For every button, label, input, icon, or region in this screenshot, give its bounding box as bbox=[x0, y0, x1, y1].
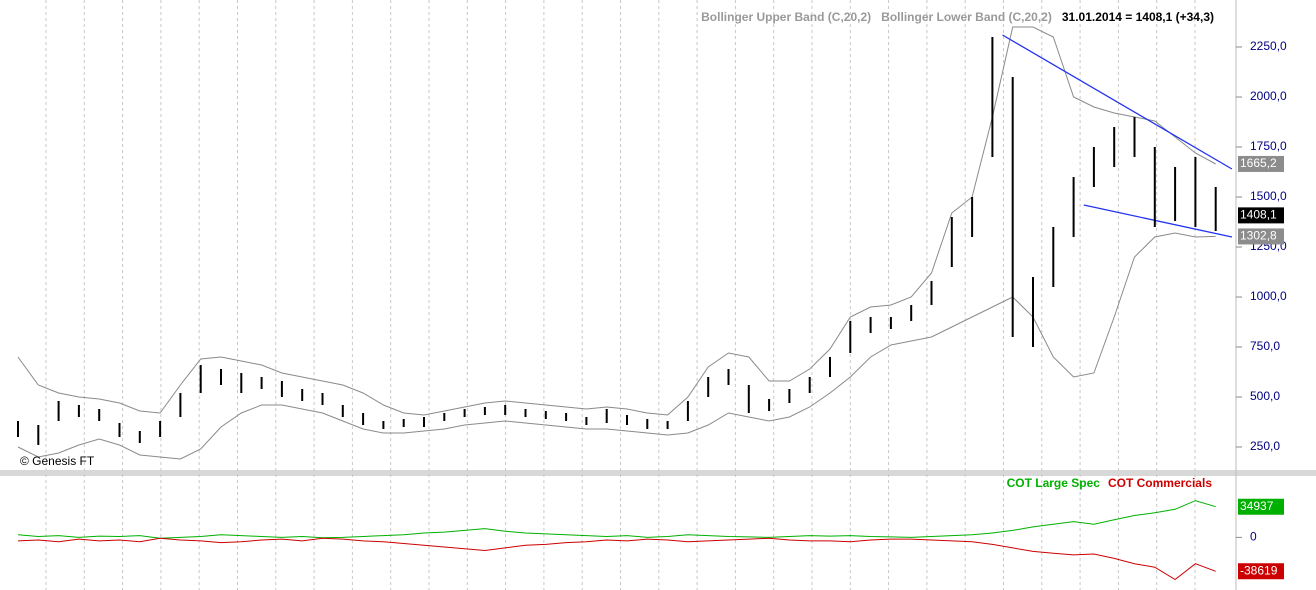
y-tick-label: 1500,0 bbox=[1250, 189, 1287, 203]
cot-last-label-box bbox=[1238, 563, 1284, 580]
y-tick-label: 500,0 bbox=[1250, 389, 1280, 403]
y-tick-label: 750,0 bbox=[1250, 339, 1280, 353]
legend-entry: COT Commercials bbox=[1108, 476, 1212, 490]
cot-line bbox=[17, 500, 1216, 539]
close-label: 1408,1 bbox=[1240, 208, 1277, 222]
header-part: Bollinger Lower Band (C,20,2) bbox=[881, 10, 1052, 24]
lower-band-label: 1302,8 bbox=[1240, 229, 1277, 243]
bollinger-band bbox=[17, 232, 1216, 460]
cot-last-label-box bbox=[1238, 498, 1284, 515]
trend-line bbox=[1002, 34, 1233, 170]
lower-band-label-box bbox=[1238, 228, 1284, 245]
cot-last-label: -38619 bbox=[1240, 563, 1278, 577]
header-part: 31.01.2014 = 1408,1 (+34,3) bbox=[1062, 10, 1214, 24]
cot-line bbox=[17, 537, 1216, 581]
cot-header: COT Large Spec COT Commercials bbox=[1007, 476, 1213, 490]
cot-last-label: 34937 bbox=[1240, 499, 1274, 513]
upper-band-label: 1665,2 bbox=[1240, 156, 1277, 170]
price-panel: 250,0500,0750,01000,01250,01500,01750,02… bbox=[17, 26, 1287, 460]
y-tick-label: 2250,0 bbox=[1250, 39, 1287, 53]
cot-panel: 0 34937 -38619 bbox=[17, 498, 1284, 581]
y-tick-label: 250,0 bbox=[1250, 439, 1280, 453]
legend-entry: COT Large Spec bbox=[1007, 476, 1101, 490]
close-label-box bbox=[1238, 207, 1284, 224]
y-tick-label: 0 bbox=[1250, 530, 1257, 544]
header: Bollinger Upper Band (C,20,2) Bollinger L… bbox=[701, 10, 1214, 24]
y-tick-label: 1750,0 bbox=[1250, 139, 1287, 153]
header-part: Bollinger Upper Band (C,20,2) bbox=[701, 10, 871, 24]
bollinger-band bbox=[17, 26, 1216, 416]
y-tick-label: 1000,0 bbox=[1250, 289, 1287, 303]
trend-line bbox=[1083, 204, 1233, 238]
watermark: © Genesis FT bbox=[20, 454, 95, 468]
y-tick-label: 2000,0 bbox=[1250, 89, 1287, 103]
upper-band-label-box bbox=[1238, 155, 1284, 172]
time-grid bbox=[45, 0, 1196, 590]
panel-divider bbox=[0, 470, 1316, 476]
